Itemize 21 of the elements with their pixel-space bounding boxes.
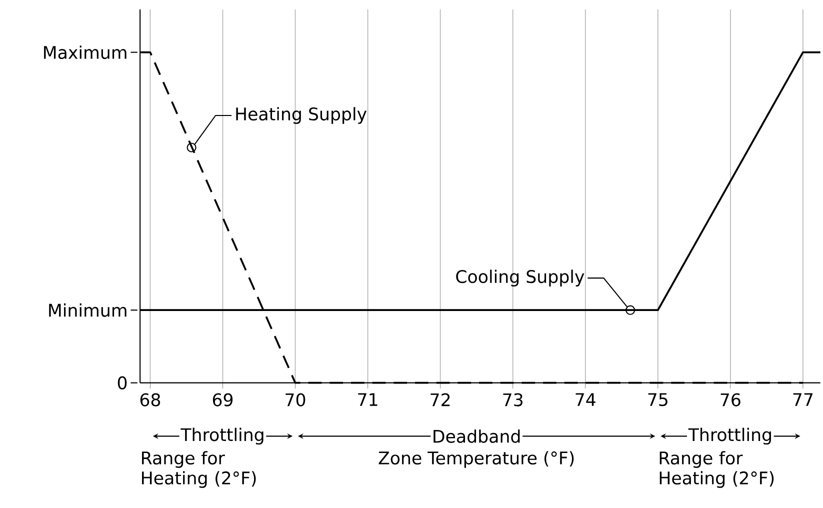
- x-tick-label: 74: [576, 393, 596, 406]
- text: Range for Heating (2°F): [660, 451, 774, 488]
- x-tick-label: 72: [430, 393, 450, 406]
- text: Range for Heating (2°F): [142, 451, 256, 488]
- x-tick-label: 69: [212, 393, 233, 406]
- x-tick-label: 73: [503, 393, 522, 406]
- ref-line-label: 0: [118, 376, 127, 390]
- text: Throttling: [688, 428, 771, 444]
- ref-line-label: Maximum: [44, 45, 126, 59]
- annotation: Heating Supply: [236, 106, 367, 124]
- text: Deadband: [434, 429, 520, 443]
- x-tick-label: 71: [358, 393, 378, 406]
- x-tick-label: 75: [648, 393, 668, 406]
- x-tick-label: 77: [793, 393, 812, 406]
- x-tick-label: 68: [140, 393, 160, 406]
- text: Throttling: [180, 428, 264, 444]
- x-axis-title: Zone Temperature (°F): [378, 451, 574, 468]
- x-tick-label: 70: [286, 393, 306, 406]
- x-tick-label: 76: [720, 393, 740, 406]
- annotation: Cooling Supply: [456, 270, 584, 286]
- ref-line-label: Minimum: [49, 303, 126, 317]
